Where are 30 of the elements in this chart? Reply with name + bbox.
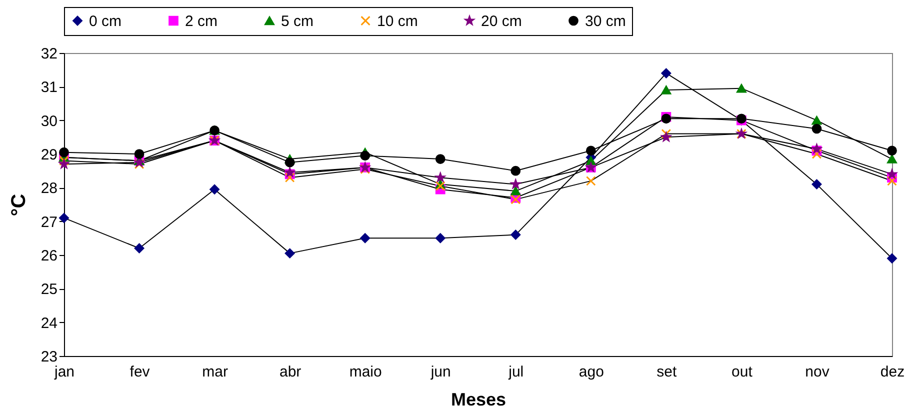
x-tick-label: nov: [805, 364, 830, 380]
x-tick-label: set: [656, 364, 678, 380]
legend-label: 20 cm: [481, 12, 522, 30]
x-tick-label: out: [732, 364, 754, 380]
x-axis-title: Meses: [450, 390, 506, 410]
x-tick-label: abr: [279, 364, 302, 380]
y-tick-label: 30: [40, 112, 58, 130]
x-tick-label: jan: [53, 364, 75, 380]
y-tick-label: 24: [40, 314, 58, 332]
x-tick-label: fev: [130, 364, 150, 380]
y-tick-label: 23: [40, 348, 58, 366]
y-tick-label: 32: [40, 46, 58, 62]
legend-label: 10 cm: [377, 12, 418, 30]
x-tick-label: jun: [430, 364, 451, 380]
x-tick-label: ago: [578, 364, 604, 380]
y-tick-label: 26: [40, 248, 58, 264]
legend-label: 30 cm: [585, 12, 626, 30]
legend-label: 2 cm: [185, 12, 218, 30]
y-tick-label: 25: [40, 281, 58, 298]
y-tick-label: 29: [40, 146, 58, 164]
x-tick-label: mar: [202, 364, 228, 380]
x-tick-label: jul: [508, 364, 524, 380]
legend-label: 5 cm: [281, 12, 314, 30]
y-axis-title: °C: [8, 194, 30, 216]
y-tick-label: 27: [40, 214, 58, 231]
x-tick-label: maio: [349, 364, 382, 380]
x-tick-label: dez: [880, 364, 905, 380]
legend-label: 0 cm: [89, 12, 122, 30]
y-tick-label: 31: [40, 79, 58, 96]
y-tick-label: 28: [40, 180, 58, 198]
